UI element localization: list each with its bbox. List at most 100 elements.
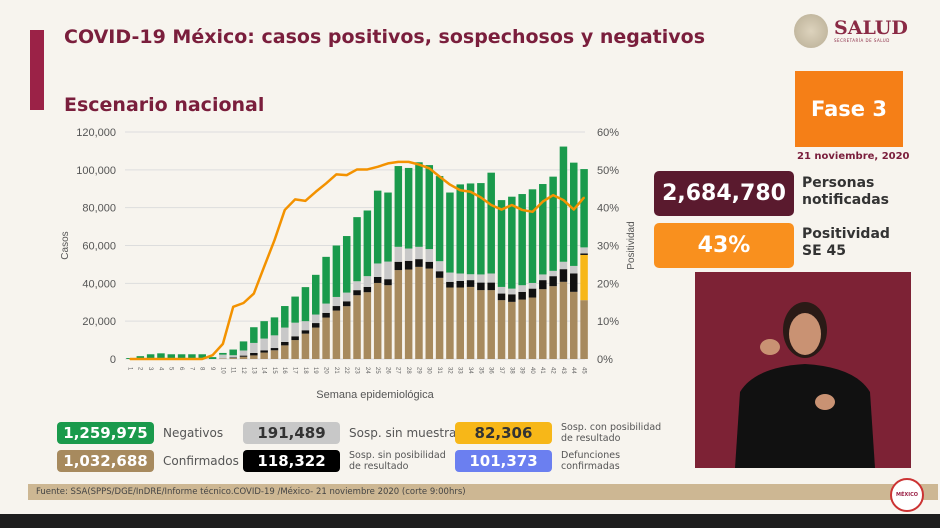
bar-segment-negativos [559,146,568,262]
bar-segment-confirmados [466,286,475,359]
legend-label-line: Defunciones [561,450,621,461]
bar-segment-negativos [342,236,351,293]
chart: 0 0% 20,000 10% 40,000 20% 60,000 30% 80,000 40% 1… [60,127,637,401]
y-tick-label: 0 [110,354,116,366]
positivity-point [304,200,307,202]
bar-segment-sin_posibilidad [559,269,568,282]
bar-segment-negativos [353,217,361,282]
bar-segment-confirmados [373,282,382,359]
bar-segment-negativos [435,176,444,262]
bar-segment-sin_muestra [270,335,279,349]
x-tick-label: 17 [292,367,298,374]
bar-segment-negativos [570,162,578,266]
legend-label-line: confirmadas [561,461,620,472]
bar-segment-confirmados [291,340,299,359]
bar-segment-negativos [301,287,310,322]
bar-segment-sin_muestra [456,273,464,281]
legend-label: Sosp. sin posibilidad de resultado [349,450,446,472]
y2-tick-label: 10% [597,316,619,328]
positivity-point [531,211,534,213]
positivity-point [356,168,358,171]
x-tick-label: 20 [323,367,329,374]
positivity-point [139,358,142,360]
positivity-point [263,265,265,268]
bar-segment-sin_posibilidad [342,301,351,307]
positivity-label-1: Positividad [802,226,890,242]
bar-segment-negativos [260,321,268,339]
bar-segment-confirmados [539,289,547,359]
slide: COVID-19 México: casos positivos, sospec… [0,0,940,514]
positivity-point [407,161,410,163]
bar-segment-confirmados [518,299,526,359]
bar-segment-sin_muestra [570,265,578,274]
x-tick-label: 21 [333,367,339,374]
positivity-point [511,204,513,206]
x-tick-label: 36 [488,367,494,374]
legend-value: 118,322 [243,450,340,472]
y-tick-label: 20,000 [82,316,116,328]
bar-segment-confirmados [446,287,454,359]
x-tick-label: 19 [312,367,318,374]
bar-segment-sin_posibilidad [518,291,526,300]
positivity-point [428,167,431,170]
bar-segment-negativos [518,194,526,286]
bar-segment-negativos [404,167,413,249]
x-tick-label: 39 [519,367,525,374]
bar-segment-negativos [446,192,454,273]
positivity-point [366,168,369,171]
positivity-point [438,175,441,178]
legend-label: Negativos [163,426,224,440]
bar-segment-sin_posibilidad [363,286,372,293]
positivity-point [170,358,173,360]
legend-value: 82,306 [455,422,552,444]
bar-segment-sin_muestra [435,261,444,272]
positivity-point [387,162,389,165]
bar-segment-negativos [239,341,248,351]
bar-segment-negativos [177,354,186,359]
legend-label-line: de resultado [561,433,621,444]
x-tick-label: 10 [219,367,225,374]
bar-segment-confirmados [363,292,372,359]
positivity-label-2: SE 45 [802,243,847,259]
bar-segment-negativos [219,352,227,355]
bar-segment-confirmados [497,300,506,359]
x-tick-label: 23 [353,367,359,374]
bar-segment-sin_posibilidad [229,357,237,358]
bar-segment-sin_muestra [291,322,299,337]
report-date: 21 noviembre, 2020 [797,151,910,162]
x-tick-label: 44 [570,367,576,374]
bar-segment-sin_posibilidad [435,271,444,278]
interpreter-figure [735,302,875,468]
bar-segment-negativos [425,165,434,250]
bar-segment-sin_muestra [239,350,248,356]
bar-segment-confirmados [322,317,330,359]
positivity-point [253,292,255,295]
bar-segment-sin_posibilidad [539,280,547,290]
legend-label-line: de resultado [349,461,409,472]
positivity-point [583,196,585,199]
y-tick-label: 80,000 [82,203,116,215]
bar-segment-sin_muestra [477,274,485,283]
x-tick-label: 18 [302,367,308,374]
bar-segment-sin_posibilidad [373,276,382,283]
x-tick-label: 13 [250,367,256,374]
positivity-point [345,174,348,176]
x-tick-label: 3 [147,367,153,371]
positivity-point [201,358,204,360]
bar-segment-sin_muestra [250,342,258,353]
x-tick-label: 41 [539,367,545,374]
legend-value: 101,373 [455,450,552,472]
notified-label: Personas notificadas [802,175,889,209]
y2-axis-label: Positividad [626,221,637,269]
positivity-point [376,166,379,168]
bar-segment-sin_posibilidad [332,306,341,311]
bar-segment-confirmados [477,290,485,359]
positivity-point [397,161,400,163]
y2-tick-label: 50% [597,165,619,177]
bar-segment-sin_muestra [487,273,495,283]
bar-segment-sin_posibilidad [281,341,289,346]
bar-segment-sin_posibilidad [322,312,330,318]
positivity-label: Positividad SE 45 [802,226,890,260]
bar-segment-confirmados [404,269,413,359]
bar-segment-sin_muestra [518,285,526,292]
